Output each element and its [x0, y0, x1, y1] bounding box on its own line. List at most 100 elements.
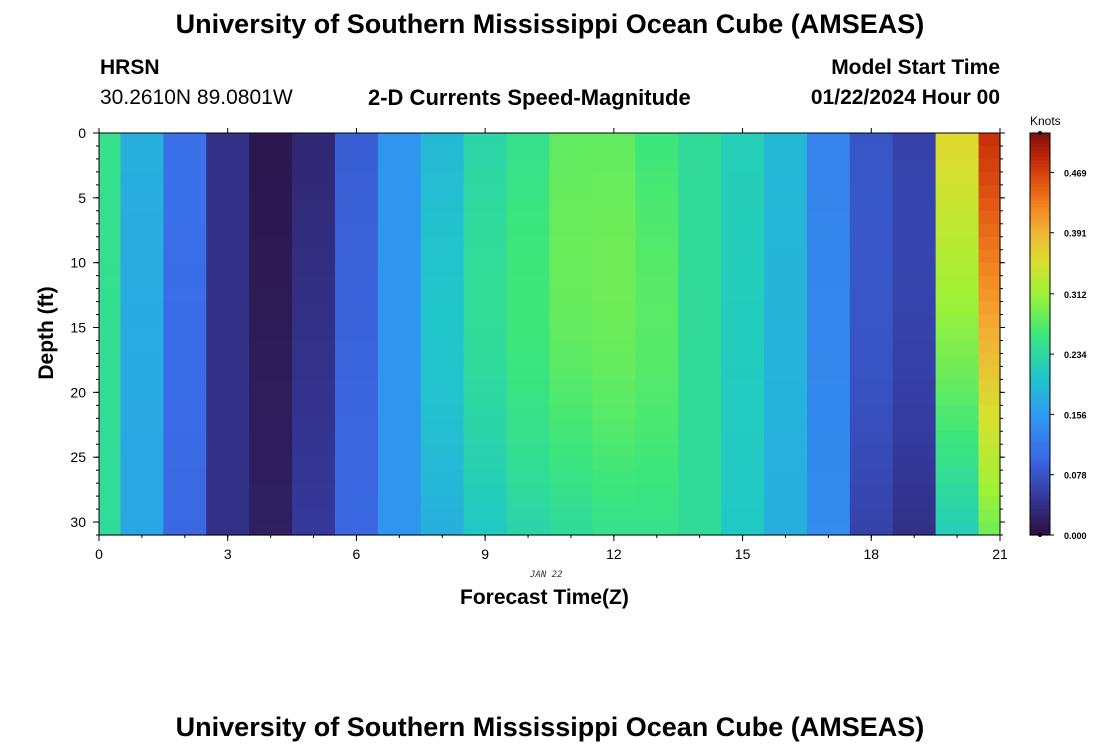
heatmap-cell: [120, 496, 164, 510]
heatmap-cell: [806, 470, 851, 484]
colorbar-segment: [1030, 354, 1050, 359]
heatmap-cell: [892, 249, 937, 264]
heatmap-cell: [292, 197, 336, 212]
heatmap-cell: [99, 483, 122, 497]
heatmap-cell: [206, 184, 250, 199]
colorbar-segment: [1030, 243, 1050, 248]
heatmap-cell: [635, 405, 679, 419]
heatmap-cell: [549, 444, 593, 458]
heatmap-cell: [549, 405, 593, 419]
heatmap-cell: [120, 133, 164, 147]
heatmap-cell: [549, 184, 593, 199]
heatmap-cell: [935, 392, 980, 406]
heatmap-cell: [506, 470, 551, 484]
heatmap-cell: [506, 496, 551, 510]
heatmap-cell: [935, 197, 980, 212]
heatmap-cell: [249, 366, 293, 380]
heatmap-cell: [592, 197, 636, 212]
heatmap-cell: [678, 210, 722, 225]
heatmap-cell: [120, 405, 164, 419]
heatmap-cell: [334, 418, 379, 432]
heatmap-cell: [678, 392, 722, 406]
heatmap-cell: [678, 288, 722, 303]
colorbar-tick-label: 0.234: [1064, 350, 1087, 360]
heatmap-cell: [721, 353, 765, 368]
heatmap-cell: [635, 522, 679, 536]
heatmap-cell: [463, 366, 508, 380]
heatmap-cell: [892, 496, 937, 510]
colorbar-segment: [1030, 303, 1050, 308]
heatmap-cell: [849, 327, 894, 342]
heatmap-cell: [99, 522, 122, 536]
heatmap-cell: [463, 496, 508, 510]
colorbar-tick-label: 0.078: [1064, 471, 1087, 481]
heatmap-cell: [764, 405, 808, 419]
heatmap-cell: [635, 301, 679, 316]
heatmap-cell: [806, 483, 851, 497]
colorbar-segment: [1030, 504, 1050, 509]
colorbar-segment: [1030, 488, 1050, 493]
heatmap-cell: [249, 275, 293, 290]
colorbar-segment: [1030, 236, 1050, 241]
heatmap-cell: [420, 444, 465, 458]
heatmap-cell: [463, 223, 508, 238]
heatmap-cell: [764, 184, 808, 199]
heatmap-cell: [420, 470, 465, 484]
colorbar-segment: [1030, 327, 1050, 332]
heatmap-cell: [892, 236, 937, 251]
heatmap-cell: [463, 171, 508, 186]
heatmap-cell: [120, 431, 164, 445]
colorbar-segment: [1030, 380, 1050, 385]
heatmap-cell: [292, 483, 336, 497]
heatmap-cell: [978, 522, 1001, 536]
heatmap-cell: [592, 353, 636, 368]
heatmap-cell: [806, 457, 851, 471]
heatmap-cell: [249, 327, 293, 342]
heatmap-cell: [849, 171, 894, 186]
model-start-label: Model Start Time: [831, 56, 1000, 79]
colorbar-segment: [1030, 263, 1050, 268]
heatmap-cell: [935, 444, 980, 458]
heatmap-cell: [163, 197, 207, 212]
heatmap-cell: [163, 366, 207, 380]
heatmap-cell: [721, 522, 765, 536]
heatmap-cell: [635, 470, 679, 484]
heatmap-cell: [849, 262, 894, 277]
heatmap-cell: [764, 210, 808, 225]
heatmap-cell: [163, 262, 207, 277]
heatmap-cell: [592, 249, 636, 264]
heatmap-cell: [463, 301, 508, 316]
heatmap-cell: [935, 314, 980, 329]
heatmap-cell: [892, 470, 937, 484]
heatmap-cell: [120, 262, 164, 277]
heatmap-cell: [120, 522, 164, 536]
heatmap-cell: [292, 236, 336, 251]
heatmap-cell: [249, 223, 293, 238]
heatmap-cell: [463, 457, 508, 471]
heatmap-cell: [806, 522, 851, 536]
heatmap-cell: [635, 249, 679, 264]
heatmap-cell: [806, 431, 851, 445]
heatmap-cell: [120, 470, 164, 484]
heatmap-cell: [334, 340, 379, 355]
heatmap-cell: [635, 340, 679, 355]
heatmap-cell: [206, 509, 250, 523]
heatmap-cell: [163, 184, 207, 199]
heatmap-cell: [206, 133, 250, 147]
heatmap-cell: [592, 457, 636, 471]
heatmap-cell: [978, 483, 1001, 497]
heatmap-cell: [377, 431, 422, 445]
heatmap-cell: [592, 444, 636, 458]
heatmap-cell: [334, 483, 379, 497]
heatmap-cell: [721, 314, 765, 329]
heatmap-cell: [935, 431, 980, 445]
heatmap-cell: [849, 470, 894, 484]
heatmap-cell: [592, 223, 636, 238]
heatmap-cell: [806, 353, 851, 368]
heatmap-cell: [463, 379, 508, 393]
colorbar-segment: [1030, 414, 1050, 419]
colorbar-segment: [1030, 256, 1050, 261]
heatmap-cell: [592, 496, 636, 510]
heatmap-cell: [806, 249, 851, 264]
colorbar-segment: [1030, 139, 1050, 144]
